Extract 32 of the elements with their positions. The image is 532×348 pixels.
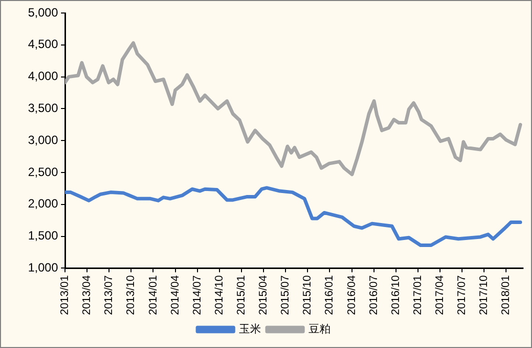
y-tick-label: 1,500	[28, 228, 58, 243]
x-tick-label: 2013/07	[103, 275, 116, 316]
x-tick-label: 2013/10	[125, 275, 138, 316]
x-tick-label: 2015/01	[235, 275, 248, 316]
y-tick-label: 2,000	[28, 196, 58, 211]
y-tick-label: 5,000	[28, 5, 58, 20]
y-tick-label: 2,500	[28, 164, 58, 179]
x-tick-label: 2014/10	[213, 275, 226, 316]
x-tick-label: 2017/01	[412, 275, 424, 316]
x-tick-label: 2018/01	[500, 275, 512, 316]
legend-label: 豆粕	[308, 322, 330, 336]
y-tick-label: 4,500	[28, 37, 58, 52]
x-tick-label: 2017/04	[434, 275, 446, 316]
x-tick-label: 2017/10	[478, 275, 490, 316]
x-tick-label: 2016/07	[368, 275, 380, 316]
y-tick-label: 3,500	[28, 101, 58, 116]
x-tick-label: 2014/01	[147, 275, 160, 316]
x-tick-label: 2013/01	[59, 275, 72, 316]
x-tick-label: 2017/07	[456, 275, 468, 316]
x-tick-label: 2015/10	[302, 275, 314, 316]
x-tick-label: 2015/07	[280, 275, 292, 316]
legend-label: 玉米	[239, 322, 261, 336]
y-tick-label: 4,000	[28, 69, 58, 84]
y-tick-label: 1,000	[28, 260, 58, 275]
x-tick-label: 2013/04	[81, 275, 94, 316]
x-tick-label: 2016/04	[346, 275, 358, 316]
x-tick-label: 2016/01	[324, 275, 336, 316]
x-tick-label: 2015/04	[258, 275, 270, 316]
x-tick-label: 2016/10	[390, 275, 402, 316]
x-tick-label: 2014/07	[191, 275, 204, 316]
x-tick-label: 2014/04	[169, 275, 182, 316]
y-tick-label: 3,000	[28, 132, 58, 147]
